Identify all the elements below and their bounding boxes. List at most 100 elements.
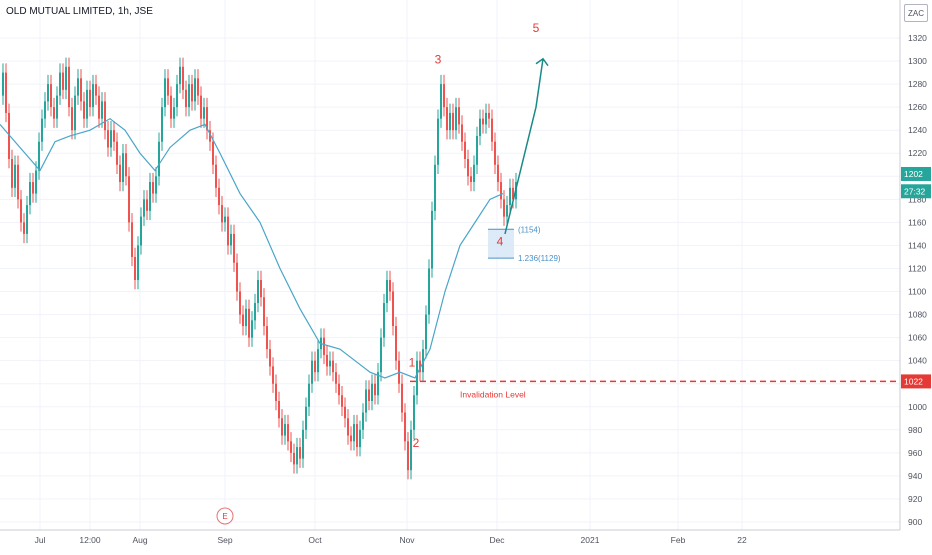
candle-body: [239, 291, 241, 315]
price-badge-label: 1202: [904, 169, 923, 179]
candle-body: [491, 118, 493, 142]
candle-body: [179, 66, 181, 85]
candle-body: [2, 72, 4, 96]
candle-body: [308, 383, 310, 407]
candle-body: [266, 326, 268, 350]
candle-body: [95, 84, 97, 96]
candle-body: [380, 337, 382, 373]
candle-body: [335, 372, 337, 384]
candle-body: [512, 187, 514, 200]
x-tick-label: Jul: [35, 535, 46, 545]
y-tick-label: 1140: [908, 240, 927, 250]
candle-body: [200, 95, 202, 119]
candle-body: [59, 72, 61, 96]
candle-body: [221, 205, 223, 223]
x-tick-label: Nov: [399, 535, 415, 545]
candle-body: [113, 130, 115, 142]
candle-body: [413, 395, 415, 430]
candle-body: [272, 366, 274, 384]
candle-body: [5, 72, 7, 113]
candle-body: [35, 170, 37, 194]
candle-body: [356, 424, 358, 448]
candle-body: [161, 107, 163, 142]
y-tick-label: 920: [908, 494, 922, 504]
candle-body: [116, 141, 118, 165]
candle-body: [212, 141, 214, 165]
candle-body: [347, 418, 349, 436]
candle-body: [281, 418, 283, 436]
candle-body: [215, 164, 217, 188]
series-layer: [0, 57, 517, 480]
fib-zone: [488, 229, 514, 259]
candle-body: [191, 84, 193, 102]
fib-label: 1.236(1129): [518, 254, 561, 263]
x-tick-label: Aug: [132, 535, 147, 545]
candle-body: [47, 84, 49, 102]
currency-button[interactable]: ZAC: [904, 4, 928, 22]
candle-body: [251, 320, 253, 338]
candle-body: [284, 424, 286, 436]
candle-body: [104, 101, 106, 131]
wave-label: 5: [533, 21, 540, 35]
candle-body: [263, 297, 265, 327]
candle-body: [86, 89, 88, 119]
y-tick-label: 980: [908, 425, 922, 435]
y-tick-label: 1320: [908, 33, 927, 43]
y-tick-label: 1080: [908, 310, 927, 320]
event-marker[interactable]: [216, 507, 234, 525]
candle-body: [71, 107, 73, 131]
candle-body: [119, 164, 121, 183]
y-tick-label: 1260: [908, 102, 927, 112]
candle-body: [8, 112, 10, 159]
candle-body: [455, 107, 457, 131]
candle-body: [368, 389, 370, 401]
candle-body: [56, 95, 58, 119]
candle-body: [332, 360, 334, 373]
y-tick-label: 1000: [908, 402, 927, 412]
candle-body: [458, 107, 460, 125]
candle-body: [296, 447, 298, 465]
y-tick-label: 1120: [908, 263, 927, 273]
candle-body: [50, 84, 52, 108]
x-tick-label: Feb: [671, 535, 686, 545]
y-tick-label: 1060: [908, 333, 927, 343]
candle-body: [20, 199, 22, 223]
candle-body: [434, 164, 436, 211]
candle-body: [482, 118, 484, 125]
candle-body: [395, 326, 397, 361]
candle-body: [74, 95, 76, 131]
annotations: Invalidation Level (1154) 1.236(1129) 1 2 3 4 5…: [216, 21, 900, 525]
candle-body: [167, 78, 169, 96]
candle-body: [479, 118, 481, 136]
candle-body: [152, 182, 154, 194]
candle-body: [92, 84, 94, 108]
candle-body: [485, 112, 487, 125]
candle-body: [230, 233, 232, 246]
candle-body: [392, 291, 394, 327]
candle-body: [137, 245, 139, 280]
candle-body: [473, 164, 475, 183]
candle-body: [338, 383, 340, 396]
candle-body: [110, 130, 112, 148]
candle-body: [248, 308, 250, 338]
candle-body: [497, 164, 499, 183]
candle-body: [467, 159, 469, 177]
candle-body: [389, 280, 391, 292]
candle-body: [122, 153, 124, 183]
wave-label: 2: [413, 436, 420, 450]
candle-body: [443, 84, 445, 108]
candle-body: [386, 280, 388, 304]
price-badge: [901, 374, 931, 389]
candle-body: [494, 141, 496, 165]
candle-body: [146, 199, 148, 211]
candle-body: [257, 280, 259, 304]
candle-body: [206, 107, 208, 131]
candle-body: [23, 222, 25, 234]
candle-body: [173, 107, 175, 119]
candle-body: [476, 135, 478, 165]
candle-body: [350, 435, 352, 442]
y-tick-label: 1220: [908, 148, 927, 158]
y-tick-label: 1280: [908, 79, 927, 89]
